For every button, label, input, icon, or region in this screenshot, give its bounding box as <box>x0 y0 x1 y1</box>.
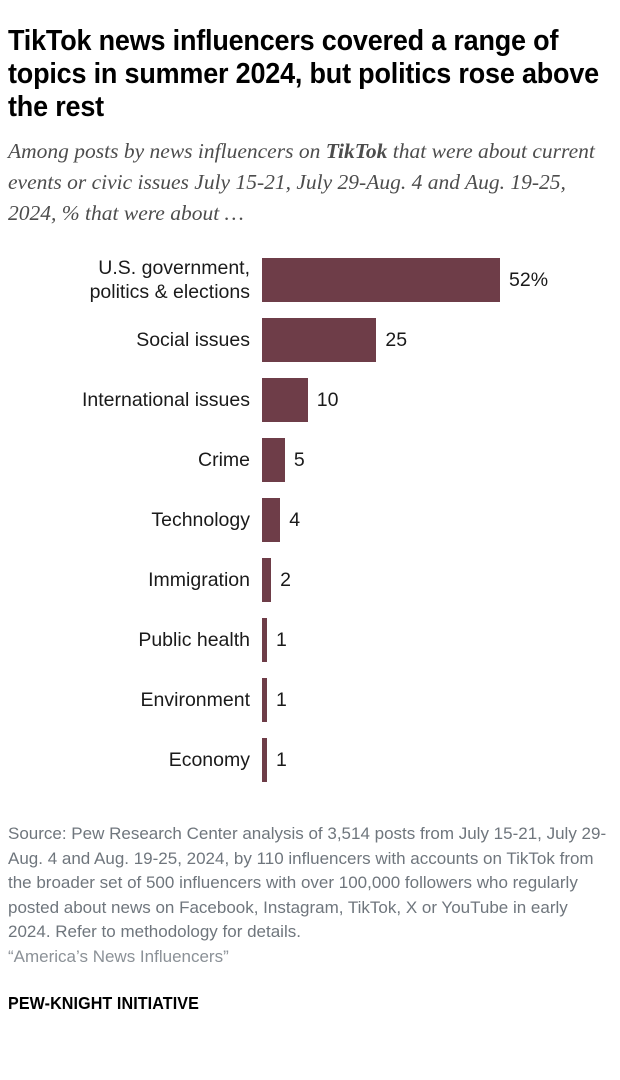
bar-value-label: 52% <box>509 269 549 291</box>
bar-value-label: 1 <box>276 689 287 711</box>
bar[interactable] <box>262 378 308 422</box>
chart-row: Immigration 2 <box>8 550 612 610</box>
chart-row-inner: Technology 4 <box>8 490 612 550</box>
bar-container: 10 <box>262 378 612 422</box>
bar[interactable] <box>262 318 377 362</box>
bar-container: 5 <box>262 438 612 482</box>
subtitle-part-1: Among posts by news influencers on <box>8 139 326 163</box>
bar[interactable] <box>262 258 500 302</box>
bar[interactable] <box>262 498 281 542</box>
category-label: Environment <box>140 689 250 711</box>
bar-value-label: 5 <box>293 449 305 471</box>
bar-container: 4 <box>262 498 612 542</box>
subtitle-part-2: that were about current events or civic … <box>8 139 595 225</box>
bar-container: 1 <box>262 678 612 722</box>
category-label: International issues <box>81 389 250 411</box>
chart-row: Economy 1 <box>8 730 612 790</box>
chart-row: Social issues 25 <box>8 310 612 370</box>
bar-container: 52% <box>262 258 612 302</box>
chart-row: Crime 5 <box>8 430 612 490</box>
bar[interactable] <box>262 438 285 482</box>
bar-container: 2 <box>262 558 612 602</box>
chart-row-inner: Public health 1 <box>8 610 612 670</box>
chart-row-inner: Immigration 2 <box>8 550 612 610</box>
chart-row-inner: Economy 1 <box>8 730 612 790</box>
chart-row: U.S. government, politics & elections 52% <box>8 250 612 310</box>
category-label: Public health <box>138 629 250 651</box>
bar-value-label: 4 <box>289 509 301 531</box>
category-label: U.S. government, politics & elections <box>89 257 250 303</box>
bar-container: 1 <box>262 738 612 782</box>
chart-footer: Source: Pew Research Center analysis of … <box>8 822 612 1014</box>
bar[interactable] <box>262 618 267 662</box>
chart-row-inner: Social issues 25 <box>8 310 612 370</box>
chart-row-inner: Crime 5 <box>8 430 612 490</box>
source-note: Source: Pew Research Center analysis of … <box>8 824 607 941</box>
chart-row-inner: Environment 1 <box>8 670 612 730</box>
category-label: Social issues <box>136 329 250 351</box>
chart-subtitle: Among posts by news influencers on TikTo… <box>8 124 608 229</box>
chart-row: Public health 1 <box>8 610 612 670</box>
bar-container: 25 <box>262 318 612 362</box>
chart-row: Technology 4 <box>8 490 612 550</box>
bar-value-label: 1 <box>276 749 287 771</box>
category-label: Economy <box>168 749 250 771</box>
category-label: Technology <box>151 509 250 531</box>
category-label: Immigration <box>148 569 250 591</box>
bar-container: 1 <box>262 618 612 662</box>
bar-chart: U.S. government, politics & elections 52%… <box>8 250 612 782</box>
subtitle-emphasis: TikTok <box>325 139 388 163</box>
report-title: “America’s News Influencers” <box>8 946 229 966</box>
chart-row: International issues 10 <box>8 370 612 430</box>
bar-value-label: 1 <box>276 629 287 651</box>
bar-value-label: 2 <box>280 569 291 591</box>
bar[interactable] <box>262 738 267 782</box>
category-label: Crime <box>198 449 250 471</box>
bar[interactable] <box>262 678 267 722</box>
chart-row-inner: International issues 10 <box>8 370 612 430</box>
chart-row: Environment 1 <box>8 670 612 730</box>
brand-label: PEW-KNIGHT INITIATIVE <box>8 993 199 1013</box>
bar-value-label: 10 <box>316 389 339 411</box>
page-title: TikTok news influencers covered a range … <box>8 25 599 123</box>
bar-value-label: 25 <box>385 329 408 351</box>
chart-row-inner: U.S. government, politics & elections 52% <box>8 250 612 310</box>
bar[interactable] <box>262 558 272 602</box>
